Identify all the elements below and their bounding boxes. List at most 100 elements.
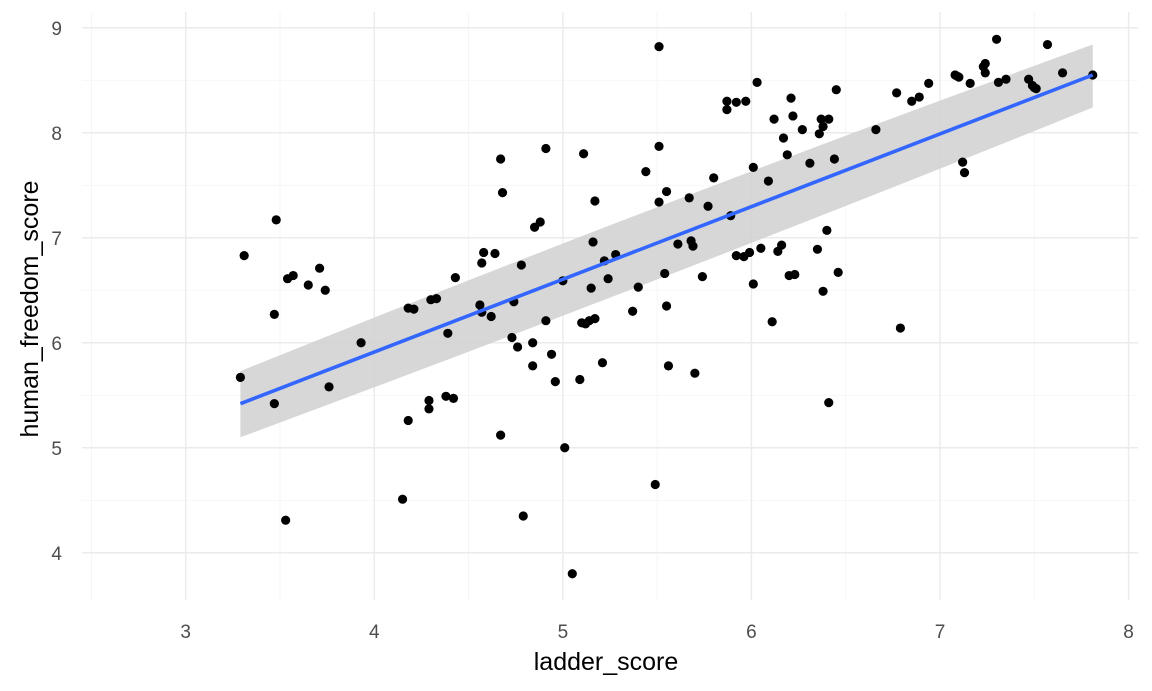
data-point (871, 125, 881, 135)
data-point (958, 157, 968, 167)
data-point (777, 240, 787, 250)
data-point (588, 237, 598, 247)
data-point (239, 251, 249, 261)
data-point (818, 121, 828, 132)
x-tick-labels: 3 4 5 6 7 8 (180, 622, 1133, 643)
data-point (403, 415, 413, 426)
data-point (535, 217, 545, 227)
data-point (833, 267, 843, 277)
data-point (507, 332, 517, 343)
data-point (496, 154, 506, 164)
data-point (597, 358, 608, 368)
data-point (541, 316, 551, 326)
data-point (673, 239, 683, 249)
data-point (786, 93, 796, 103)
data-point (586, 283, 596, 293)
data-point (497, 188, 508, 198)
data-point (477, 258, 487, 268)
data-point (516, 260, 526, 270)
data-point (788, 111, 798, 121)
data-point (805, 158, 815, 168)
data-point (424, 404, 434, 414)
y-tick-label: 8 (51, 124, 62, 145)
data-point (490, 248, 500, 259)
data-point (513, 342, 523, 352)
data-point (450, 273, 460, 283)
data-point (824, 398, 834, 408)
data-points (235, 34, 1098, 579)
data-point (980, 58, 990, 69)
data-point (722, 96, 732, 106)
data-point (790, 269, 800, 280)
data-point (320, 285, 330, 295)
data-point (479, 247, 489, 258)
data-point (1001, 74, 1011, 84)
data-point (575, 374, 585, 385)
data-point (769, 114, 779, 124)
x-tick-label: 7 (935, 622, 946, 643)
fit-line-group (239, 73, 1094, 406)
data-point (441, 391, 451, 401)
data-point (271, 215, 281, 225)
data-point (633, 282, 643, 292)
data-point (959, 168, 970, 178)
data-point (814, 129, 824, 139)
data-point (443, 328, 453, 338)
data-point (281, 515, 291, 525)
data-point (767, 317, 777, 327)
data-point (991, 34, 1002, 44)
y-tick-labels: 4 5 6 7 8 9 (51, 19, 62, 565)
data-point (752, 77, 762, 87)
data-point (654, 197, 664, 207)
x-tick-label: 5 (558, 622, 569, 643)
data-point (654, 42, 664, 52)
data-point (824, 114, 834, 124)
data-point (288, 270, 298, 281)
x-tick-label: 3 (180, 622, 191, 643)
data-point (448, 393, 459, 403)
y-tick-label: 9 (51, 19, 62, 40)
data-point (315, 263, 325, 273)
data-point (579, 149, 589, 159)
data-point (709, 173, 719, 183)
data-point (661, 301, 672, 311)
data-point (690, 368, 700, 378)
y-tick-label: 7 (51, 229, 62, 250)
data-point (660, 268, 670, 279)
data-point (269, 309, 279, 319)
data-point (831, 85, 841, 95)
data-point (703, 201, 713, 211)
x-tick-label: 6 (746, 622, 757, 643)
data-point (816, 114, 826, 124)
data-point (431, 294, 442, 304)
data-point (1042, 39, 1053, 50)
data-point (663, 361, 674, 371)
data-point (650, 479, 660, 490)
data-point (546, 349, 557, 359)
data-point (603, 274, 613, 284)
data-point (993, 77, 1004, 87)
x-axis-title: ladder_score (534, 648, 679, 676)
data-point (409, 304, 419, 314)
data-point (475, 300, 485, 310)
data-point (907, 96, 917, 106)
data-point (654, 141, 664, 151)
data-point (269, 399, 279, 409)
data-point (661, 186, 672, 197)
data-point (235, 372, 245, 382)
data-point (763, 176, 774, 186)
data-point (797, 125, 807, 135)
data-point (822, 225, 832, 235)
data-point (895, 323, 906, 333)
data-point (688, 241, 698, 251)
data-point (965, 78, 975, 88)
data-point (697, 272, 708, 282)
data-point (756, 243, 766, 253)
data-point (782, 150, 792, 160)
x-tick-label: 4 (369, 622, 380, 643)
data-point (1031, 84, 1041, 94)
data-point (722, 105, 732, 115)
data-point (892, 88, 902, 98)
data-point (424, 395, 434, 406)
